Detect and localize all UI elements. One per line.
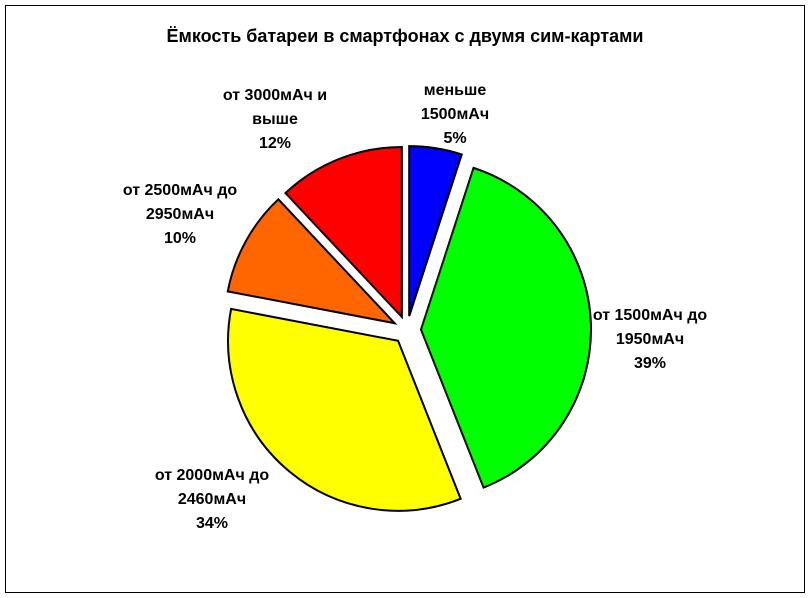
value-label: 39%: [633, 355, 667, 372]
category-label: от 2000мАч до 2460мАч: [154, 467, 270, 508]
slice-label: от 2500мАч до 2950мАч 10%: [110, 179, 250, 251]
category-label: от 1500мАч до 1950мАч: [592, 307, 708, 348]
value-label: 10%: [163, 230, 197, 247]
pie-slice: [408, 145, 463, 317]
slice-label: от 1500мАч до 1950мАч 39%: [580, 304, 720, 376]
value-label: 12%: [258, 135, 292, 152]
category-label: от 3000мАч и выше: [222, 87, 328, 128]
category-label: меньше 1500мАч: [420, 82, 490, 123]
category-label: от 2500мАч до 2950мАч: [122, 182, 238, 223]
slice-label: меньше 1500мАч 5%: [400, 79, 510, 151]
pie-slice: [284, 145, 403, 320]
chart-title: Ёмкость батареи в смартфонах с двумя сим…: [166, 26, 644, 46]
pie-slice: [419, 166, 592, 489]
slice-label: от 3000мАч и выше 12%: [205, 84, 345, 156]
value-label: 34%: [195, 515, 229, 532]
slice-label: от 2000мАч до 2460мАч 34%: [142, 464, 282, 536]
pie-slice: [227, 307, 462, 512]
pie-slice: [226, 197, 398, 325]
value-label: 5%: [443, 130, 467, 147]
